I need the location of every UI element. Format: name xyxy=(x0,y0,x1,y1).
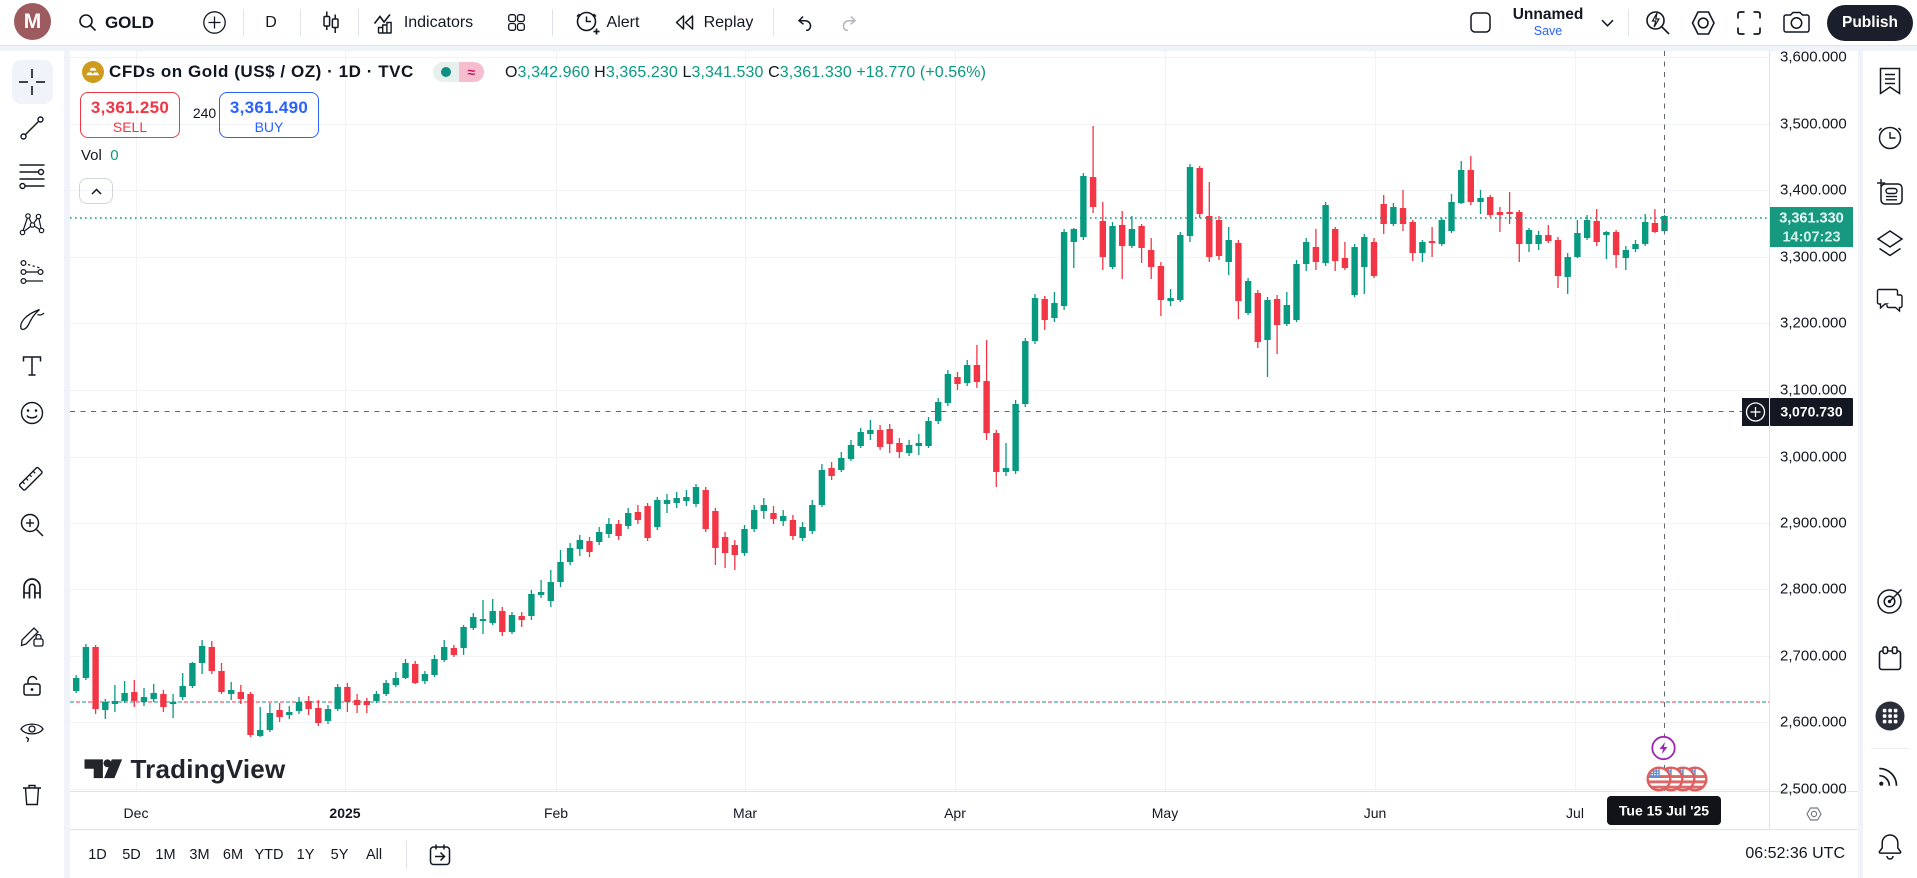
svg-text:Mar: Mar xyxy=(733,805,757,821)
svg-text:3,400.000: 3,400.000 xyxy=(1780,182,1847,199)
svg-text:Jun: Jun xyxy=(1364,805,1387,821)
svg-text:3,100.000: 3,100.000 xyxy=(1780,382,1847,399)
svg-text:Dec: Dec xyxy=(124,805,149,821)
svg-text:3,600.000: 3,600.000 xyxy=(1780,51,1847,66)
svg-text:3,200.000: 3,200.000 xyxy=(1780,315,1847,332)
svg-text:3,070.730: 3,070.730 xyxy=(1780,404,1842,420)
svg-text:2,700.000: 2,700.000 xyxy=(1780,648,1847,665)
svg-text:3,000.000: 3,000.000 xyxy=(1780,449,1847,466)
svg-text:TradingView: TradingView xyxy=(131,754,286,784)
svg-text:Apr: Apr xyxy=(944,805,966,821)
svg-text:3,361.330: 3,361.330 xyxy=(1779,211,1844,227)
svg-text:2,500.000: 2,500.000 xyxy=(1780,781,1847,798)
svg-text:2,900.000: 2,900.000 xyxy=(1780,515,1847,532)
svg-text:14:07:23: 14:07:23 xyxy=(1782,230,1840,246)
svg-text:Tue 15 Jul '25: Tue 15 Jul '25 xyxy=(1619,803,1709,819)
svg-text:2,600.000: 2,600.000 xyxy=(1780,714,1847,731)
svg-text:3,500.000: 3,500.000 xyxy=(1780,116,1847,133)
svg-text:Jul: Jul xyxy=(1566,805,1584,821)
svg-text:2025: 2025 xyxy=(329,805,360,821)
svg-text:3,300.000: 3,300.000 xyxy=(1780,249,1847,266)
svg-text:2,800.000: 2,800.000 xyxy=(1780,581,1847,598)
svg-text:Feb: Feb xyxy=(544,805,568,821)
svg-text:May: May xyxy=(1152,805,1178,821)
